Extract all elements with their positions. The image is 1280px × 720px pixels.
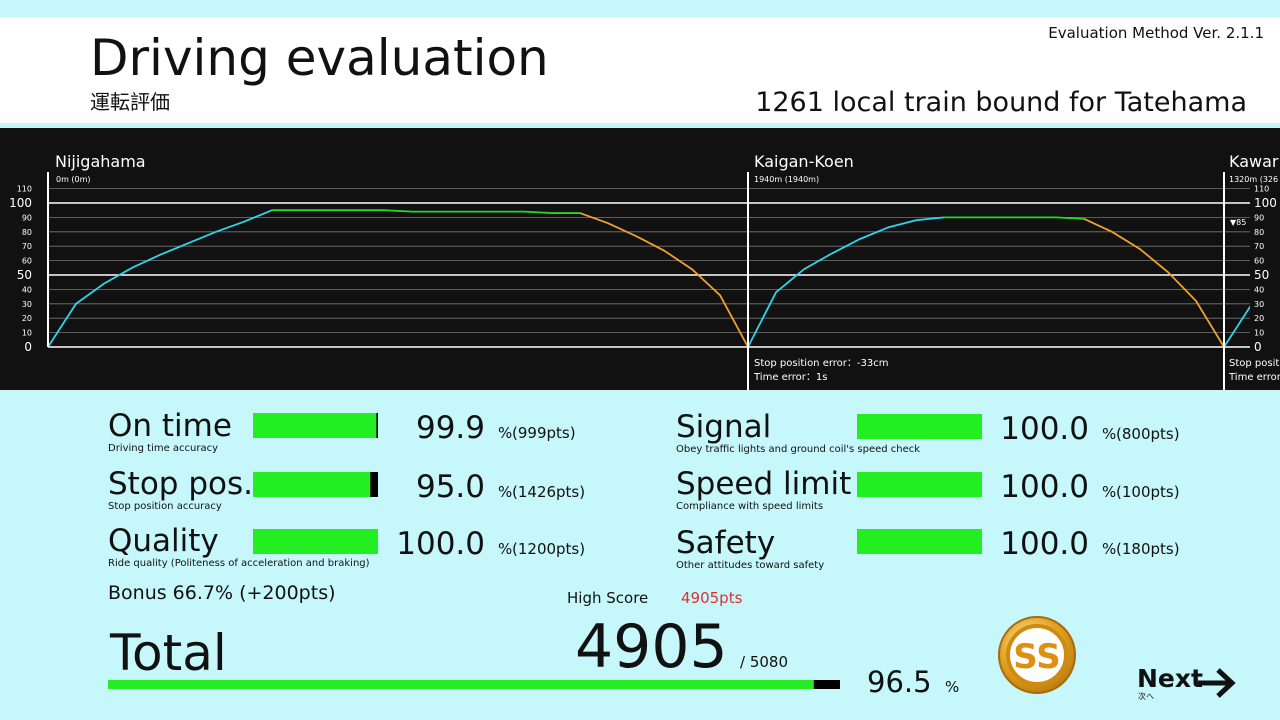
score-label: Safety: [676, 525, 775, 561]
next-arrow[interactable]: [1198, 668, 1236, 698]
speed-line: [579, 212, 1225, 348]
y-tick-label: 110: [17, 185, 32, 194]
next-label[interactable]: Next: [1137, 664, 1203, 693]
y-tick-label: 50: [1254, 268, 1269, 282]
y-tick-label: 90: [22, 213, 32, 222]
score-sub: Obey traffic lights and ground coil's sp…: [676, 444, 920, 455]
y-tick-label: 10: [22, 329, 32, 338]
subtitle: 運転評価: [90, 90, 170, 114]
station-distance: 1320m (326: [1229, 175, 1278, 184]
score-percent: 100.0: [1000, 411, 1089, 447]
y-tick-label: 90: [1254, 213, 1264, 222]
score-percent: 100.0: [396, 526, 485, 562]
y-tick-label: 100: [9, 196, 32, 210]
score-label: Quality: [108, 523, 219, 559]
score-bar: [857, 529, 982, 554]
score-bar: [857, 414, 982, 439]
station-name: Kawar: [1229, 152, 1279, 171]
next-button[interactable]: Next 次へ: [1137, 664, 1236, 701]
station-name: Nijigahama: [55, 152, 146, 171]
header-band: [0, 17, 1280, 123]
score-bar: [253, 413, 377, 438]
score-sub: Stop position accuracy: [108, 501, 222, 512]
y-tick-label: 30: [22, 300, 32, 309]
score-percent: 99.9: [416, 410, 485, 446]
score-points: (1200pts): [512, 540, 585, 558]
time-error: Time error: [1228, 372, 1280, 383]
y-tick-label: 50: [17, 268, 32, 282]
total-max: / 5080: [740, 653, 788, 671]
time-error: Time error：1s: [753, 372, 827, 383]
score-unit: %: [498, 483, 512, 501]
y-tick-label: 60: [22, 257, 32, 266]
speed-graph: [47, 188, 1250, 348]
score-sub: Other attitudes toward safety: [676, 560, 824, 571]
score-percent: 100.0: [1000, 469, 1089, 505]
score-percent: 100.0: [1000, 526, 1089, 562]
total-bar-fill: [108, 680, 814, 689]
high-score-value: 4905pts: [681, 589, 743, 607]
y-tick-label: 110: [1254, 185, 1269, 194]
score-label: On time: [108, 408, 232, 444]
y-tick-label: 10: [1254, 329, 1264, 338]
score-bar: [253, 529, 378, 554]
rank-badge-inner: [1006, 624, 1068, 686]
score-points: (100pts): [1116, 483, 1180, 501]
score-unit: %: [1102, 540, 1116, 558]
rank: SS: [1013, 637, 1060, 677]
score-sub: Compliance with speed limits: [676, 501, 823, 512]
limit-marker: ▼85: [1230, 218, 1246, 227]
score-points: (999pts): [512, 424, 576, 442]
speed-line: [272, 209, 1085, 220]
score-label: Speed limit: [676, 466, 851, 502]
total-label: Total: [109, 624, 227, 682]
stop-error: Stop position error：-33cm: [754, 358, 888, 369]
y-tick-label: 80: [22, 228, 32, 237]
speed-line: [47, 209, 1250, 348]
score-label: Signal: [676, 409, 771, 445]
y-tick-label: 70: [1254, 242, 1264, 251]
version: Evaluation Method Ver. 2.1.1: [1048, 24, 1264, 42]
score-unit: %: [1102, 425, 1116, 443]
title: Driving evaluation: [90, 29, 549, 87]
y-tick-label: 80: [1254, 228, 1264, 237]
y-tick-label: 0: [24, 340, 32, 354]
y-tick-label: 20: [22, 314, 32, 323]
speed-graph-panel: [0, 128, 1280, 390]
y-tick-label: 20: [1254, 314, 1264, 323]
y-tick-label: 100: [1254, 196, 1277, 210]
y-tick-label: 40: [22, 285, 32, 294]
score-percent: 95.0: [416, 469, 485, 505]
score-unit: %: [1102, 483, 1116, 501]
bonus: Bonus 66.7% (+200pts): [108, 582, 336, 604]
score-points: (1426pts): [512, 483, 585, 501]
total-bar: [108, 680, 814, 689]
train-info: 1261 local train bound for Tatehama: [755, 87, 1247, 118]
station-distance: 0m (0m): [56, 175, 91, 184]
score-bar: [253, 472, 371, 497]
stop-error: Stop posit: [1229, 358, 1279, 369]
score-unit: %: [498, 540, 512, 558]
y-tick-label: 30: [1254, 300, 1264, 309]
y-tick-label: 70: [22, 242, 32, 251]
y-tick-label: 0: [1254, 340, 1262, 354]
total-unit: %: [945, 678, 959, 696]
score-bar: [857, 472, 982, 497]
station-distance: 1940m (1940m): [754, 175, 819, 184]
score-points: (180pts): [1116, 540, 1180, 558]
y-tick-label: 60: [1254, 257, 1264, 266]
score-points: (800pts): [1116, 425, 1180, 443]
total-score: 4905: [575, 612, 728, 682]
next-sub[interactable]: 次へ: [1138, 691, 1154, 701]
total-percent: 96.5: [867, 665, 932, 699]
station-name: Kaigan-Koen: [754, 152, 854, 171]
score-unit: %: [498, 424, 512, 442]
high-score-label: High Score: [567, 589, 648, 607]
score-label: Stop pos.: [108, 466, 253, 502]
y-tick-label: 40: [1254, 285, 1264, 294]
score-sub: Driving time accuracy: [108, 443, 218, 454]
score-sub: Ride quality (Politeness of acceleration…: [108, 558, 370, 569]
